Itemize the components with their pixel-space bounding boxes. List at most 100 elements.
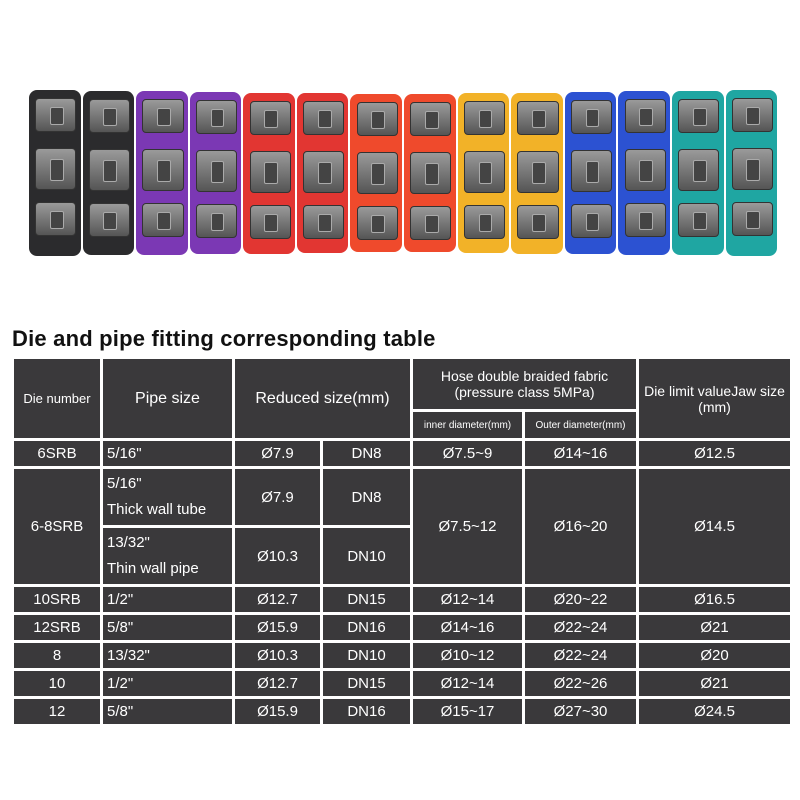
table-row: 10 1/2" Ø12.7 DN15 Ø12~14 Ø22~26 Ø21 [14, 671, 790, 696]
die-jaw [249, 150, 291, 193]
die-piece [350, 93, 403, 253]
die-piece [511, 92, 563, 254]
die-number-cell: 12SRB [14, 615, 100, 640]
header-die-limit: Die limit valueJaw size (mm) [639, 359, 790, 438]
die-piece [136, 91, 188, 255]
die-jaw [356, 151, 398, 194]
die-jaw [195, 99, 238, 134]
die-jaw [624, 149, 666, 192]
die-jaw [678, 98, 720, 133]
pipe-size-line: 13/32" [107, 534, 150, 551]
die-limit-cell: Ø16.5 [639, 587, 790, 612]
die-number-cell: 10 [14, 671, 100, 696]
die-jaw [303, 101, 345, 136]
die-jaw [570, 203, 613, 238]
die-jaw [142, 149, 184, 192]
die-piece [189, 91, 242, 255]
die-limit-cell: Ø21 [639, 615, 790, 640]
die-number-cell: 6-8SRB [14, 469, 100, 584]
die-piece [296, 93, 349, 253]
pipe-size-line: Thin wall pipe [107, 560, 199, 577]
die-limit-cell: Ø14.5 [639, 469, 790, 584]
table-row: 6SRB 5/16" Ø7.9 DN8 Ø7.5~9 Ø14~16 Ø12.5 [14, 441, 790, 466]
header-outer-diameter: Outer diameter(mm) [525, 412, 636, 438]
reduced-size-cell: Ø10.3 [235, 528, 320, 584]
reduced-size-cell: Ø12.7 [235, 587, 320, 612]
die-jaw [463, 101, 505, 136]
die-jaw [142, 203, 184, 238]
die-piece [29, 90, 81, 256]
die-jaw [410, 151, 452, 194]
header-die-number: Die number [14, 359, 100, 438]
inner-diameter-cell: Ø15~17 [413, 699, 522, 724]
reduced-size-cell: Ø7.9 [235, 441, 320, 466]
die-jaw [249, 204, 291, 239]
die-jaw [249, 100, 291, 135]
pipe-size-cell: 13/32" Thin wall pipe [103, 528, 232, 584]
die-jaw [88, 202, 130, 237]
inner-diameter-cell: Ø14~16 [413, 615, 522, 640]
die-jaw [570, 99, 613, 134]
die-jaw [35, 98, 77, 133]
outer-diameter-cell: Ø22~24 [525, 643, 636, 668]
die-jaw [517, 150, 559, 193]
header-row: Die number Pipe size Reduced size(mm) Ho… [14, 359, 790, 438]
header-hose-line2: (pressure class 5MPa) [454, 384, 595, 400]
die-table: Die number Pipe size Reduced size(mm) Ho… [11, 356, 793, 727]
inner-diameter-cell: Ø7.5~9 [413, 441, 522, 466]
table-row: 10SRB 1/2" Ø12.7 DN15 Ø12~14 Ø20~22 Ø16.5 [14, 587, 790, 612]
crimp-dies-photo [28, 88, 778, 258]
die-jaw [731, 202, 773, 237]
die-jaw [303, 205, 345, 240]
die-jaw [35, 202, 77, 237]
inner-diameter-cell: Ø12~14 [413, 671, 522, 696]
outer-diameter-cell: Ø16~20 [525, 469, 636, 584]
table-row: 8 13/32" Ø10.3 DN10 Ø10~12 Ø22~24 Ø20 [14, 643, 790, 668]
die-limit-cell: Ø12.5 [639, 441, 790, 466]
die-number-cell: 8 [14, 643, 100, 668]
table-row: 6-8SRB 5/16" Thick wall tube Ø7.9 DN8 Ø7.5~12… [14, 469, 790, 584]
reduced-size-cell: Ø12.7 [235, 671, 320, 696]
header-reduced-size: Reduced size(mm) [235, 359, 410, 438]
die-piece [725, 90, 778, 256]
die-jaw [195, 203, 238, 238]
pipe-size-cell: 1/2" [103, 587, 232, 612]
die-jaw [624, 203, 666, 238]
header-pipe-size: Pipe size [103, 359, 232, 438]
reduced-size-cell: Ø10.3 [235, 643, 320, 668]
table-row: 12 5/8" Ø15.9 DN16 Ø15~17 Ø27~30 Ø24.5 [14, 699, 790, 724]
dn-cell: DN16 [323, 615, 410, 640]
die-jaw [517, 204, 559, 239]
die-jaw [570, 149, 613, 192]
table-title: Die and pipe fitting corresponding table [12, 326, 436, 351]
header-inner-diameter: inner diameter(mm) [413, 412, 522, 438]
header-die-limit-line2: (mm) [698, 398, 731, 415]
die-jaw [678, 202, 720, 237]
die-jaw [88, 148, 130, 191]
pipe-size-cell: 5/16" Thick wall tube [103, 469, 232, 525]
die-piece [671, 90, 724, 256]
pipe-size-line: 5/16" [107, 475, 142, 492]
pipe-size-line: Thick wall tube [107, 501, 207, 518]
die-jaw [88, 98, 130, 133]
die-limit-cell: Ø24.5 [639, 699, 790, 724]
die-piece [82, 90, 135, 256]
die-jaw [731, 98, 773, 133]
reduced-size-cell: Ø15.9 [235, 615, 320, 640]
die-piece [618, 91, 670, 255]
die-jaw [195, 149, 238, 192]
die-piece [243, 92, 295, 254]
die-jaw [356, 205, 398, 240]
pipe-size-cell: 1/2" [103, 671, 232, 696]
inner-diameter-cell: Ø7.5~12 [413, 469, 522, 584]
inner-diameter-cell: Ø12~14 [413, 587, 522, 612]
die-jaw [142, 99, 184, 134]
subheader-row: inner diameter(mm) Outer diameter(mm) [14, 412, 790, 438]
dn-cell: DN16 [323, 699, 410, 724]
die-limit-cell: Ø21 [639, 671, 790, 696]
die-number-cell: 12 [14, 699, 100, 724]
die-jaw [35, 148, 77, 191]
die-jaw [678, 148, 720, 191]
outer-diameter-cell: Ø20~22 [525, 587, 636, 612]
outer-diameter-cell: Ø14~16 [525, 441, 636, 466]
